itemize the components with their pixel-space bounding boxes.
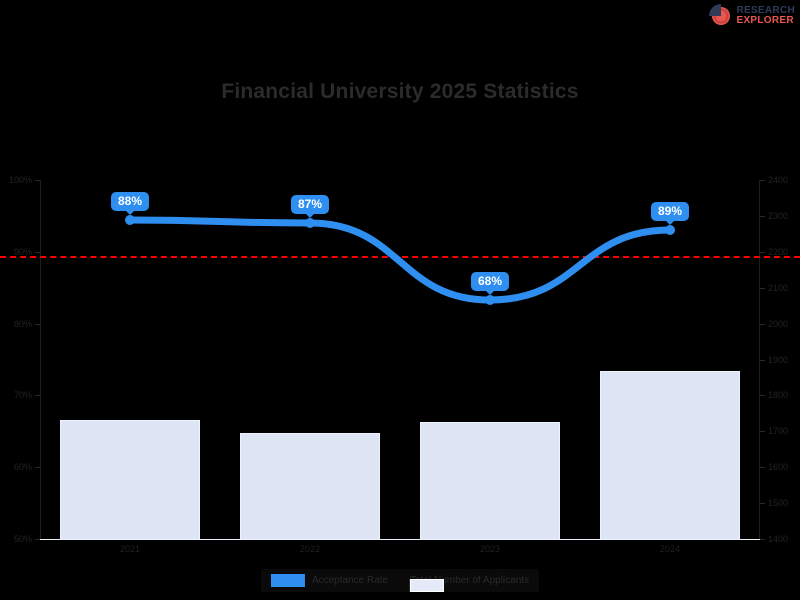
left-axis-tick <box>35 395 40 397</box>
right-axis-tick <box>760 503 765 505</box>
right-axis-tick <box>760 251 765 253</box>
left-axis-tick <box>35 323 40 325</box>
left-axis-tick <box>35 467 40 469</box>
line-series <box>125 215 675 305</box>
bar[interactable] <box>420 422 560 540</box>
logo-line-1: RESEARCH <box>736 4 795 16</box>
bar[interactable] <box>60 420 200 540</box>
line-point-markers <box>125 215 675 305</box>
left-axis-tick <box>35 180 40 181</box>
bar[interactable] <box>240 433 380 540</box>
right-axis-tick-label: 1400 <box>768 534 789 544</box>
left-axis-tick-label: 80% <box>13 318 32 329</box>
left-axis-line <box>40 180 41 540</box>
right-axis-tick <box>760 359 765 361</box>
right-axis-tick <box>760 395 765 397</box>
line-point-marker[interactable] <box>305 218 315 228</box>
right-axis-tick-label: 2200 <box>768 246 789 257</box>
brand-logo: RESEARCH EXPLORER <box>709 3 795 29</box>
line-point-marker[interactable] <box>485 295 495 305</box>
right-axis-line <box>759 180 760 540</box>
left-axis-tick-label: 60% <box>13 462 32 473</box>
left-axis-tick-label: 50% <box>13 534 32 544</box>
right-axis-tick-label: 1500 <box>768 498 789 509</box>
legend-swatch <box>410 579 445 592</box>
left-axis-tick <box>35 539 40 540</box>
right-axis-tick <box>760 431 765 433</box>
right-axis-tick-label: 1800 <box>768 390 789 401</box>
left-axis-tick-label: 90% <box>13 246 32 257</box>
left-axis-tick-label: 100% <box>8 175 32 185</box>
right-axis-tick-label: 1600 <box>768 462 789 473</box>
data-point-label: 88% <box>110 192 150 211</box>
right-axis-tick <box>760 467 765 469</box>
category-label: 2024 <box>659 544 681 554</box>
legend-item[interactable]: Acceptance Rate <box>270 574 389 587</box>
left-axis-tick-label: 70% <box>13 390 32 401</box>
line-point-marker[interactable] <box>665 225 675 235</box>
left-axis-tick <box>35 251 40 253</box>
line-path <box>126 216 674 304</box>
bar[interactable] <box>600 371 740 540</box>
data-point-label: 68% <box>470 272 510 291</box>
plot-area: 100% 90% 80% 70% 60% 50% 2400 2300 2200 2100 2000… <box>0 175 800 554</box>
category-label: 2022 <box>299 544 321 554</box>
right-axis-tick-label: 2100 <box>768 282 789 293</box>
chart-legend: Acceptance Rate Total Number of Applicant… <box>260 569 540 592</box>
right-axis-tick-label: 2300 <box>768 210 789 221</box>
logo-circle-icon <box>709 4 732 27</box>
right-axis-tick-label: 2400 <box>768 175 789 185</box>
legend-label: Acceptance Rate <box>311 575 389 586</box>
right-axis-tick <box>760 180 765 181</box>
data-point-label: 87% <box>290 195 330 214</box>
right-axis-tick <box>760 215 765 217</box>
right-axis-tick-label: 2000 <box>768 318 789 329</box>
right-axis-tick <box>760 323 765 325</box>
right-axis-tick-label: 1900 <box>768 354 789 365</box>
bottom-axis-line <box>40 539 760 540</box>
legend-swatch <box>270 574 305 587</box>
data-point-label: 89% <box>650 202 690 221</box>
category-label: 2021 <box>119 544 141 554</box>
right-axis-tick-label: 1700 <box>768 426 789 437</box>
line-point-marker[interactable] <box>125 215 135 225</box>
legend-item[interactable]: Total Number of Applicants <box>410 575 530 592</box>
chart-title: Financial University 2025 Statistics <box>221 80 579 103</box>
logo-text: RESEARCH EXPLORER <box>736 4 795 26</box>
right-axis-tick <box>760 539 765 540</box>
category-label: 2023 <box>479 544 501 554</box>
right-axis-tick <box>760 287 765 289</box>
legend-label: Total Number of Applicants <box>410 575 530 586</box>
logo-line-2: EXPLORER <box>736 15 794 26</box>
